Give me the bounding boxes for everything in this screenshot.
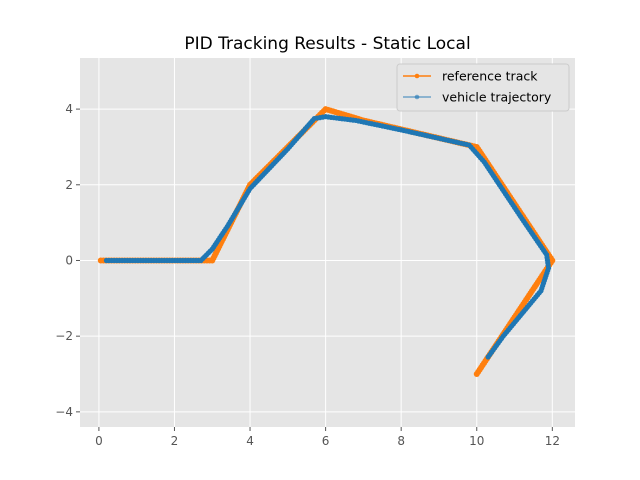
x-tick-label: 10 <box>469 434 484 448</box>
x-tick-label: 2 <box>171 434 179 448</box>
legend-label-vehicle-trajectory: vehicle trajectory <box>442 90 552 105</box>
x-tick-label: 4 <box>246 434 254 448</box>
legend: reference track vehicle trajectory <box>397 64 569 111</box>
legend-marker-vehicle-trajectory <box>415 95 420 100</box>
y-tick-label: 4 <box>65 102 73 116</box>
x-tick-label: 6 <box>322 434 330 448</box>
plot-area <box>80 58 575 427</box>
x-tick-label: 0 <box>95 434 103 448</box>
data-point-vehicle-trajectory <box>485 354 490 359</box>
x-tick-label: 8 <box>397 434 405 448</box>
x-tick-label: 12 <box>545 434 560 448</box>
legend-label-reference-track: reference track <box>442 69 538 84</box>
y-tick-label: 0 <box>65 253 73 267</box>
data-point-reference-track <box>474 371 480 377</box>
legend-marker-reference-track <box>415 74 420 79</box>
y-tick-label: 2 <box>65 178 73 192</box>
y-tick-label: −2 <box>55 329 73 343</box>
y-tick-label: −4 <box>55 405 73 419</box>
chart-title: PID Tracking Results - Static Local <box>184 34 470 54</box>
